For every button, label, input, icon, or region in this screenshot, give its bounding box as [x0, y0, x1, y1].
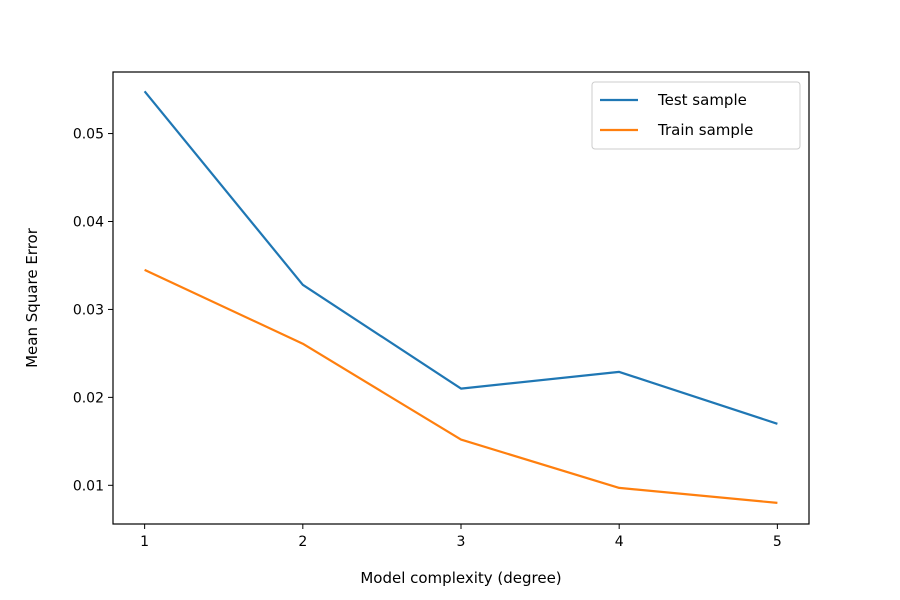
- y-tick-label: 0.01: [73, 478, 104, 494]
- y-axis-label: Mean Square Error: [23, 227, 41, 368]
- x-axis-label: Model complexity (degree): [360, 569, 561, 587]
- legend-label: Train sample: [657, 121, 753, 139]
- x-tick-label: 5: [773, 534, 782, 550]
- y-tick-label: 0.02: [73, 390, 104, 406]
- legend: Test sample Train sample: [591, 81, 801, 150]
- x-tick-label: 1: [140, 534, 149, 550]
- y-tick-label: 0.05: [73, 127, 104, 143]
- x-axis-ticks: 1 2 3 4 5: [140, 524, 782, 550]
- x-tick-label: 2: [298, 534, 307, 550]
- y-tick-label: 0.04: [73, 214, 104, 230]
- x-tick-label: 4: [615, 534, 624, 550]
- legend-box: [591, 81, 801, 150]
- series-layer: [143, 90, 778, 504]
- x-tick-label: 3: [457, 534, 466, 550]
- y-tick-label: 0.03: [73, 302, 104, 318]
- series-line-1: [143, 90, 778, 425]
- legend-label: Test sample: [657, 91, 747, 109]
- y-axis-ticks: 0.01 0.02 0.03 0.04 0.05: [73, 127, 113, 494]
- series-line-2: [144, 268, 778, 504]
